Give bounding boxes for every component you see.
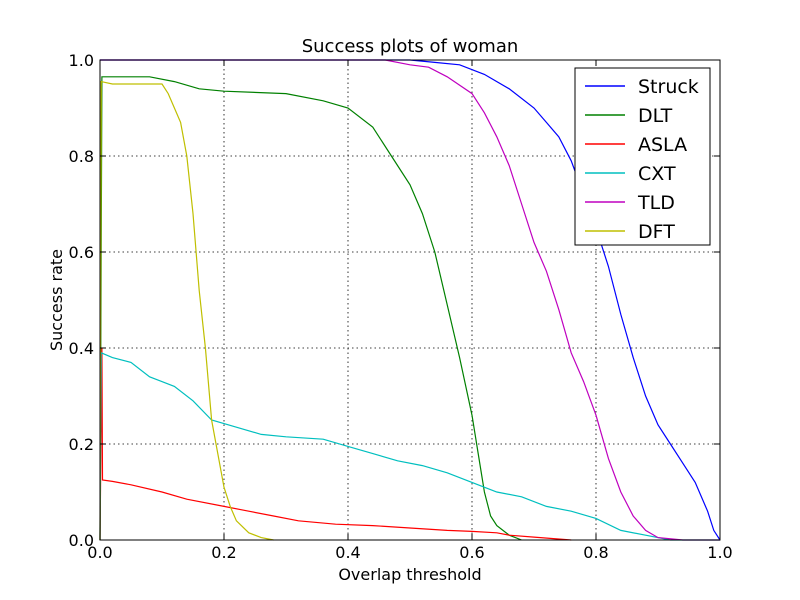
legend: Struck DLT ASLA CXT TLD DFT bbox=[574, 67, 711, 246]
legend-label-asla: ASLA bbox=[638, 134, 687, 156]
y-tick-label: 0.2 bbox=[69, 435, 94, 454]
legend-label-struck: Struck bbox=[638, 76, 699, 98]
series-line-dlt bbox=[99, 76, 522, 541]
grid bbox=[100, 60, 720, 540]
legend-label-dlt: DLT bbox=[638, 105, 673, 127]
x-tick-label: 0.8 bbox=[583, 543, 608, 562]
x-tick-label: 0.4 bbox=[335, 543, 360, 562]
legend-box bbox=[574, 67, 711, 246]
legend-label-tld: TLD bbox=[637, 192, 675, 214]
series-lines bbox=[99, 59, 721, 541]
legend-label-cxt: CXT bbox=[638, 163, 676, 185]
series-line-tld bbox=[100, 59, 720, 541]
x-tick-label: 0.2 bbox=[211, 543, 236, 562]
x-tick-label: 1.0 bbox=[707, 543, 732, 562]
plot-frame bbox=[99, 59, 721, 541]
chart-title: Success plots of woman bbox=[302, 36, 519, 57]
y-tick-label: 1.0 bbox=[69, 51, 94, 70]
x-tick-label: 0.6 bbox=[459, 543, 484, 562]
y-tick-label: 0.6 bbox=[69, 243, 94, 262]
series-line-asla bbox=[99, 347, 572, 541]
y-tick-label: 0.0 bbox=[69, 531, 94, 550]
legend-label-dft: DFT bbox=[638, 221, 675, 243]
y-tick-label: 0.8 bbox=[69, 147, 94, 166]
y-tick-label: 0.4 bbox=[69, 339, 94, 358]
axis-ticks: 0.0 0.2 0.4 0.6 0.8 1.0 0.0 0.2 0.4 0.6 0.8 1.0 bbox=[69, 51, 733, 562]
series-line-dft bbox=[99, 80, 274, 541]
y-axis-label: Success rate bbox=[47, 249, 66, 351]
series-line-cxt bbox=[99, 351, 720, 541]
x-tick-label: 0.0 bbox=[87, 543, 112, 562]
x-axis-label: Overlap threshold bbox=[338, 565, 481, 584]
